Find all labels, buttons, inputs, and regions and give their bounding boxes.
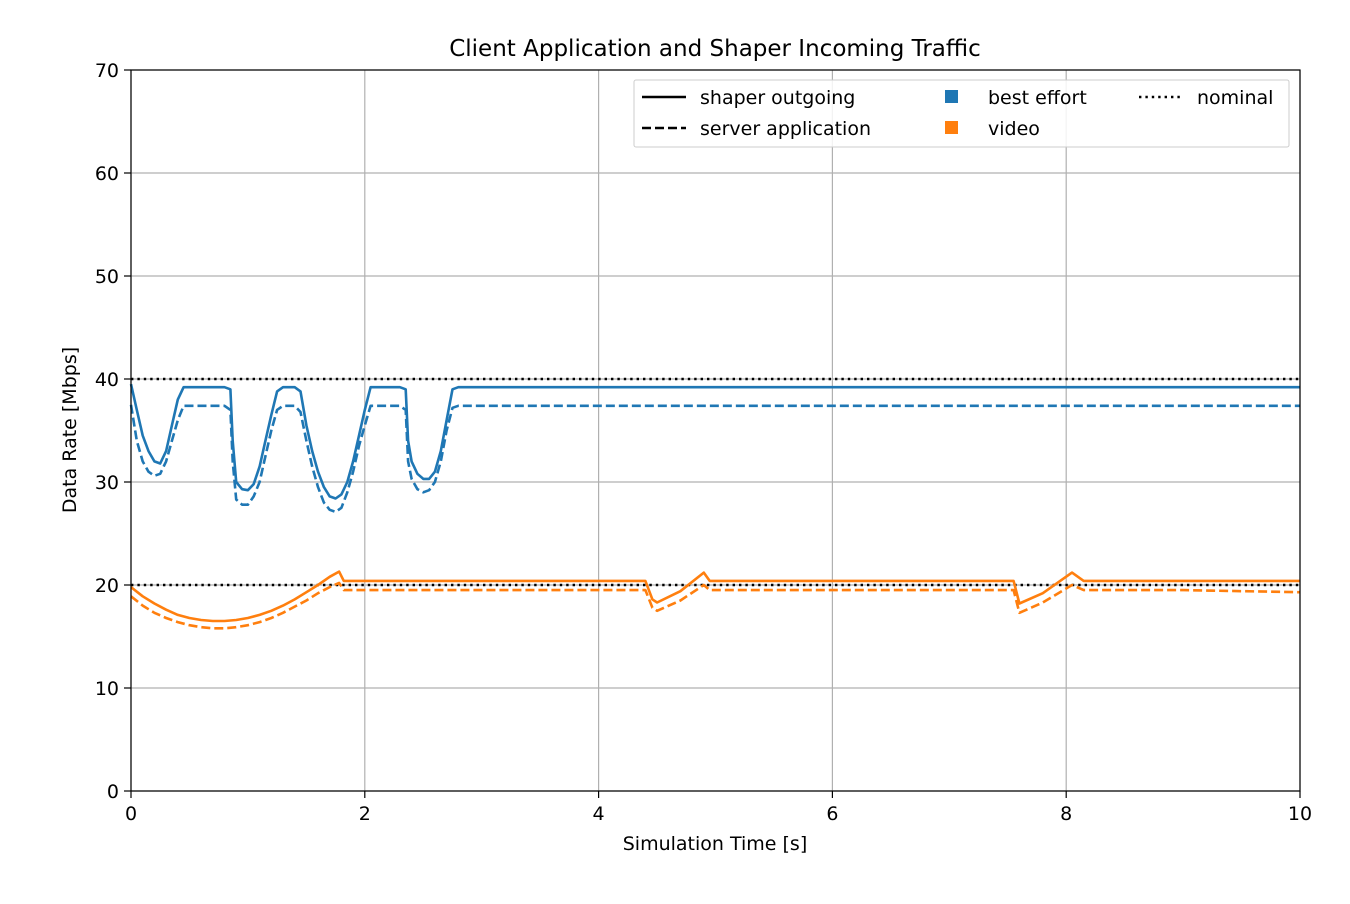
legend-video-swatch — [945, 121, 958, 134]
legend-label-video: video — [988, 118, 1040, 140]
series-line-best-effort-solid — [129, 383, 1300, 500]
x-tick-label: 4 — [593, 803, 605, 825]
legend-label-shaper-outgoing: shaper outgoing — [700, 87, 855, 109]
y-axis-label: Data Rate [Mbps] — [59, 347, 81, 513]
x-tick-label: 8 — [1060, 803, 1072, 825]
y-tick-label: 10 — [95, 678, 119, 700]
y-tick-label: 70 — [95, 60, 119, 82]
axis-ticks: 0 2 4 6 8 10 0 10 20 30 40 50 60 70 — [95, 60, 1312, 825]
legend-label-server-application: server application — [700, 118, 871, 140]
legend-box — [633, 79, 1290, 148]
y-tick-label: 60 — [95, 163, 119, 185]
x-tick-label: 0 — [125, 803, 137, 825]
legend-best-effort-swatch — [945, 90, 958, 103]
y-tick-label: 30 — [95, 472, 119, 494]
nominal-reference-lines — [131, 377, 1300, 587]
y-tick-label: 40 — [95, 369, 119, 391]
series-line-best-effort-dashed — [129, 404, 1300, 514]
legend: shaper outgoing server application best … — [633, 79, 1290, 148]
series-line-video-solid — [130, 570, 1300, 623]
y-tick-label: 50 — [95, 266, 119, 288]
x-tick-label: 6 — [826, 803, 838, 825]
plot-area-frame — [130, 69, 1301, 792]
y-tick-label: 0 — [107, 781, 119, 803]
chart-title: Client Application and Shaper Incoming T… — [449, 36, 981, 62]
x-tick-label: 10 — [1288, 803, 1312, 825]
data-series — [129, 383, 1301, 630]
x-tick-label: 2 — [359, 803, 371, 825]
y-tick-label: 20 — [95, 575, 119, 597]
legend-label-nominal: nominal — [1197, 87, 1273, 109]
x-axis-label: Simulation Time [s] — [623, 833, 808, 855]
legend-label-best-effort: best effort — [988, 87, 1087, 109]
series-line-video-dashed — [130, 581, 1301, 630]
